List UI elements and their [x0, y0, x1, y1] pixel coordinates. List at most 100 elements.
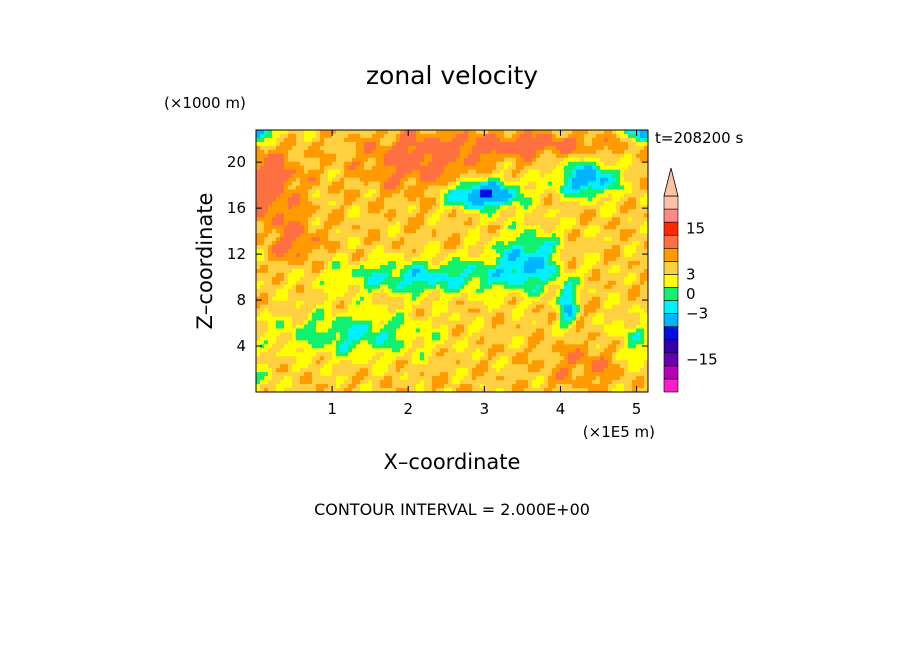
- field-cell: [444, 324, 449, 329]
- field-cell: [404, 276, 409, 282]
- field-cell: [368, 173, 373, 179]
- field-cell: [476, 177, 481, 183]
- field-cell: [256, 237, 261, 242]
- field-cell: [508, 173, 513, 179]
- field-cell: [364, 201, 369, 206]
- field-cell: [364, 296, 369, 302]
- field-cell: [456, 130, 461, 135]
- field-cell: [392, 221, 397, 226]
- field-cell: [512, 185, 517, 190]
- field-cell: [476, 169, 481, 175]
- field-cell: [408, 296, 413, 302]
- field-cell: [528, 237, 533, 242]
- field-cell: [356, 296, 361, 302]
- field-cell: [460, 201, 465, 206]
- field-cell: [608, 233, 613, 238]
- field-cell: [280, 257, 285, 262]
- field-cell: [508, 157, 513, 163]
- field-cell: [644, 241, 649, 246]
- field-cell: [440, 213, 445, 218]
- field-cell: [568, 268, 573, 274]
- field-cell: [532, 169, 537, 175]
- field-cell: [516, 249, 521, 254]
- field-cell: [604, 292, 609, 298]
- field-cell: [264, 153, 269, 159]
- field-cell: [616, 221, 621, 226]
- field-cell: [640, 149, 645, 155]
- field-cell: [612, 221, 617, 226]
- field-cell: [416, 213, 421, 218]
- field-cell: [540, 245, 545, 250]
- field-cell: [492, 205, 497, 210]
- field-cell: [392, 165, 397, 171]
- field-cell: [404, 141, 409, 147]
- field-cell: [508, 241, 513, 246]
- field-cell: [360, 193, 365, 198]
- field-cell: [540, 257, 545, 262]
- field-cell: [448, 205, 453, 210]
- field-cell: [412, 300, 417, 306]
- field-cell: [432, 237, 437, 242]
- field-cell: [400, 229, 405, 234]
- field-cell: [512, 237, 517, 242]
- field-cell: [548, 233, 553, 238]
- field-cell: [520, 165, 525, 171]
- field-cell: [416, 197, 421, 202]
- field-cell: [552, 141, 557, 147]
- field-cell: [432, 261, 437, 266]
- field-cell: [568, 201, 573, 206]
- field-cell: [436, 145, 441, 151]
- field-cell: [480, 229, 485, 234]
- field-cell: [268, 284, 273, 290]
- field-cell: [516, 308, 521, 314]
- field-cell: [488, 205, 493, 210]
- field-cell: [308, 145, 313, 151]
- field-cell: [420, 237, 425, 242]
- field-cell: [260, 149, 265, 155]
- field-cell: [444, 130, 449, 135]
- field-cell: [516, 181, 521, 186]
- field-cell: [560, 272, 565, 278]
- field-cell: [548, 130, 553, 135]
- field-cell: [356, 233, 361, 238]
- field-cell: [620, 145, 625, 151]
- field-cell: [616, 133, 621, 139]
- field-cell: [540, 201, 545, 206]
- field-cell: [444, 300, 449, 306]
- field-cell: [500, 264, 505, 270]
- field-cell: [440, 201, 445, 206]
- field-cell: [304, 284, 309, 290]
- field-cell: [484, 181, 489, 186]
- field-cell: [284, 233, 289, 238]
- field-cell: [392, 193, 397, 198]
- field-cell: [384, 161, 389, 167]
- field-cell: [404, 201, 409, 206]
- field-cell: [264, 312, 269, 317]
- field-cell: [420, 284, 425, 290]
- field-cell: [360, 130, 365, 135]
- field-cell: [572, 130, 577, 135]
- field-cell: [440, 157, 445, 163]
- field-cell: [544, 280, 549, 286]
- field-cell: [628, 233, 633, 238]
- field-cell: [604, 225, 609, 230]
- field-cell: [332, 304, 337, 310]
- field-cell: [476, 324, 481, 329]
- field-cell: [496, 308, 501, 314]
- field-cell: [292, 145, 297, 151]
- field-cell: [548, 296, 553, 302]
- field-cell: [628, 237, 633, 242]
- field-cell: [412, 141, 417, 147]
- field-cell: [560, 233, 565, 238]
- field-cell: [548, 300, 553, 306]
- field-cell: [264, 253, 269, 258]
- field-cell: [540, 328, 545, 333]
- field-cell: [468, 241, 473, 246]
- field-cell: [352, 324, 357, 329]
- field-cell: [284, 193, 289, 198]
- field-cell: [368, 189, 373, 194]
- field-cell: [592, 245, 597, 250]
- field-cell: [348, 161, 353, 167]
- field-cell: [600, 185, 605, 190]
- field-cell: [572, 272, 577, 278]
